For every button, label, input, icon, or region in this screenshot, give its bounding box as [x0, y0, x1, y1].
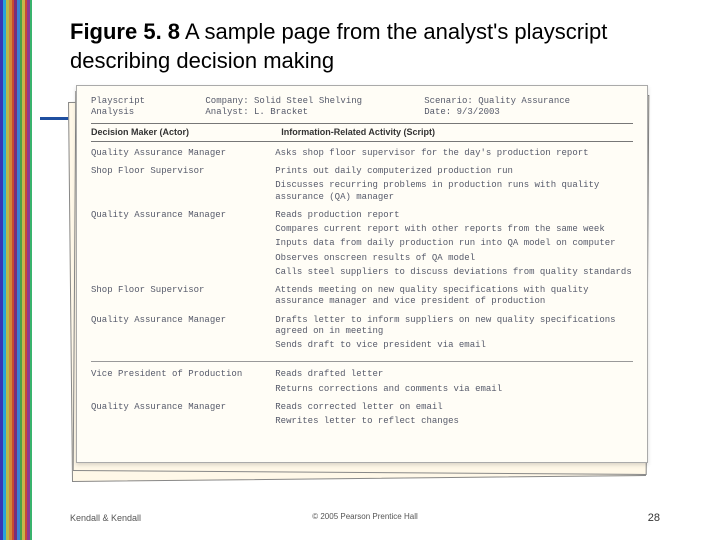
activity-line: Sends draft to vice president via email	[275, 340, 633, 351]
doc-analyst: Analyst: L. Bracket	[205, 107, 414, 118]
script-cell: Prints out daily computerized production…	[275, 166, 633, 206]
actor-cell: Vice President of Production	[91, 369, 275, 398]
doc-title-2: Analysis	[91, 107, 195, 118]
playscript-rows: Quality Assurance ManagerAsks shop floor…	[91, 148, 633, 431]
paper-stack: Playscript Analysis Company: Solid Steel…	[70, 85, 650, 473]
activity-line: Rewrites letter to reflect changes	[275, 416, 633, 427]
actor-cell: Quality Assurance Manager	[91, 148, 275, 162]
script-cell: Asks shop floor supervisor for the day's…	[275, 148, 633, 162]
footer-author: Kendall & Kendall	[70, 513, 141, 523]
doc-header-right: Scenario: Quality Assurance Date: 9/3/20…	[424, 96, 633, 119]
footer-page-number: 28	[648, 512, 660, 524]
doc-header: Playscript Analysis Company: Solid Steel…	[91, 96, 633, 119]
stripe	[30, 0, 32, 540]
section-divider	[91, 361, 633, 362]
figure-title: Figure 5. 8 A sample page from the analy…	[70, 18, 660, 75]
activity-line: Reads production report	[275, 210, 633, 221]
script-cell: Drafts letter to inform suppliers on new…	[275, 315, 633, 355]
script-cell: Reads drafted letter Returns corrections …	[275, 369, 633, 398]
activity-line: Prints out daily computerized production…	[275, 166, 633, 177]
activity-line: Reads corrected letter on email	[275, 402, 633, 413]
actor-cell: Shop Floor Supervisor	[91, 166, 275, 206]
playscript-row: Shop Floor SupervisorPrints out daily co…	[91, 166, 633, 206]
doc-header-left: Playscript Analysis	[91, 96, 195, 119]
activity-line: Reads drafted letter	[275, 369, 633, 380]
column-headers: Decision Maker (Actor) Information-Relat…	[91, 123, 633, 142]
side-stripe-band	[0, 0, 32, 540]
doc-scenario: Scenario: Quality Assurance	[424, 96, 633, 107]
col-header-actor: Decision Maker (Actor)	[91, 127, 275, 138]
script-cell: Reads corrected letter on email Rewrites …	[275, 402, 633, 431]
figure-number: Figure 5. 8	[70, 19, 180, 44]
script-cell: Attends meeting on new quality specifica…	[275, 285, 633, 311]
actor-cell: Shop Floor Supervisor	[91, 285, 275, 311]
actor-cell: Quality Assurance Manager	[91, 402, 275, 431]
activity-line: Observes onscreen results of QA model	[275, 253, 633, 264]
col-header-script: Information-Related Activity (Script)	[275, 127, 633, 138]
playscript-row: Shop Floor SupervisorAttends meeting on …	[91, 285, 633, 311]
playscript-row: Quality Assurance ManagerDrafts letter t…	[91, 315, 633, 355]
actor-cell: Quality Assurance Manager	[91, 315, 275, 355]
doc-company: Company: Solid Steel Shelving	[205, 96, 414, 107]
script-cell: Reads production report Compares current …	[275, 210, 633, 281]
activity-line: Drafts letter to inform suppliers on new…	[275, 315, 633, 338]
doc-header-mid: Company: Solid Steel Shelving Analyst: L…	[205, 96, 414, 119]
playscript-row: Quality Assurance ManagerReads productio…	[91, 210, 633, 281]
playscript-document: Playscript Analysis Company: Solid Steel…	[76, 85, 648, 463]
activity-line: Asks shop floor supervisor for the day's…	[275, 148, 633, 159]
activity-line: Inputs data from daily production run in…	[275, 238, 633, 249]
activity-line: Calls steel suppliers to discuss deviati…	[275, 267, 633, 278]
footer-copyright: © 2005 Pearson Prentice Hall	[312, 512, 418, 521]
activity-line: Discusses recurring problems in producti…	[275, 180, 633, 203]
playscript-row: Quality Assurance ManagerReads corrected…	[91, 402, 633, 431]
slide-content: Figure 5. 8 A sample page from the analy…	[70, 18, 660, 473]
activity-line: Attends meeting on new quality specifica…	[275, 285, 633, 308]
playscript-row: Quality Assurance ManagerAsks shop floor…	[91, 148, 633, 162]
activity-line: Returns corrections and comments via ema…	[275, 384, 633, 395]
activity-line: Compares current report with other repor…	[275, 224, 633, 235]
doc-date: Date: 9/3/2003	[424, 107, 633, 118]
slide-footer: Kendall & Kendall © 2005 Pearson Prentic…	[70, 512, 660, 524]
doc-title-1: Playscript	[91, 96, 195, 107]
playscript-row: Vice President of ProductionReads drafte…	[91, 369, 633, 398]
actor-cell: Quality Assurance Manager	[91, 210, 275, 281]
